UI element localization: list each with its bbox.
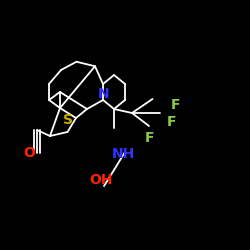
Text: S: S [63,113,73,127]
Text: OH: OH [90,173,113,187]
Text: F: F [145,130,155,144]
Text: O: O [24,146,36,160]
Text: F: F [170,98,180,112]
Text: F: F [166,116,176,130]
Text: N: N [98,88,109,102]
Text: NH: NH [112,146,134,160]
